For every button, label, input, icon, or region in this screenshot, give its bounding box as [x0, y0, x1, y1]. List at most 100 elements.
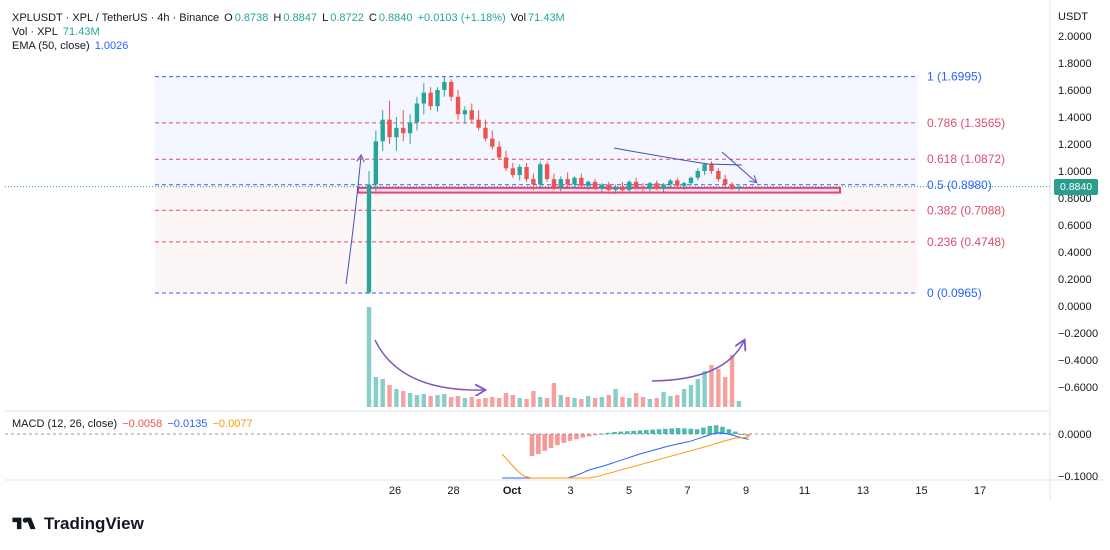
- downtrend-arrow: [721, 151, 756, 182]
- volume-bar: [469, 397, 474, 407]
- volume-bar: [394, 389, 399, 407]
- fib-band: [155, 241, 918, 293]
- macd-histogram-bar: [567, 434, 573, 441]
- y-axis-tick: 1.0000: [1058, 166, 1092, 178]
- candle: [702, 164, 707, 171]
- candle: [558, 179, 563, 188]
- candle: [455, 96, 461, 115]
- brand-name: TradingView: [44, 514, 144, 533]
- fib-band: [155, 122, 918, 160]
- candle: [688, 177, 694, 184]
- macd-axis-tick: 0.0000: [1058, 429, 1092, 441]
- tradingview-logo[interactable]: TradingView: [10, 514, 144, 534]
- macd-histogram-bar: [637, 430, 643, 434]
- macd-histogram-bar: [631, 430, 636, 434]
- volume-bar: [476, 399, 481, 407]
- macd-histogram-bar: [726, 429, 732, 434]
- x-axis-tick: 17: [974, 485, 986, 497]
- candle: [366, 184, 372, 293]
- candle: [524, 166, 529, 180]
- candle: [654, 183, 659, 189]
- currency-label[interactable]: USDT: [1058, 11, 1088, 23]
- volume-bar: [654, 398, 659, 407]
- candle: [510, 168, 516, 176]
- volume-bar: [633, 393, 639, 407]
- symbol-title: XPLUSDT · XPL / TetherUS · 4h · Binance: [12, 12, 220, 24]
- symbol-legend: XPLUSDT · XPL / TetherUS · 4h · Binance …: [12, 11, 567, 25]
- candle: [387, 119, 392, 138]
- volume-bar: [414, 395, 420, 407]
- macd-histogram-bar: [580, 434, 586, 438]
- candle: [394, 127, 399, 138]
- low-label: L: [322, 12, 329, 24]
- fib-label: 1 (1.6995): [927, 70, 982, 84]
- y-axis-tick: 0.2000: [1058, 274, 1092, 286]
- high-label: H: [273, 12, 282, 24]
- candle: [483, 127, 488, 139]
- volume-bar: [442, 394, 447, 407]
- volume-bar: [531, 391, 536, 407]
- volume-bar: [428, 396, 433, 407]
- y-axis-tick: 1.6000: [1058, 85, 1092, 97]
- ema-legend[interactable]: EMA (50, close) 1.0026: [12, 39, 130, 53]
- fib-label: 0.618 (1.0872): [927, 152, 1005, 166]
- macd-histogram-bar: [574, 434, 579, 440]
- macd-histogram-bar: [536, 434, 541, 454]
- fib-band: [155, 184, 918, 211]
- volume-bar: [496, 398, 502, 407]
- fib-label: 0.5 (0.8980): [927, 178, 992, 192]
- macd-legend-label: MACD (12, 26, close): [12, 418, 118, 430]
- macd-histogram-bar: [605, 432, 611, 434]
- macd-histogram-bar: [656, 429, 662, 434]
- y-axis-tick: −0.4000: [1058, 355, 1098, 367]
- candle: [517, 166, 522, 176]
- open-value: 0.8738: [234, 12, 269, 24]
- high-value: 0.8847: [283, 12, 318, 24]
- candle: [633, 181, 639, 188]
- y-axis-tick: −0.6000: [1058, 382, 1098, 394]
- candle: [407, 122, 413, 134]
- y-axis-tick: 2.0000: [1058, 31, 1092, 43]
- fib-label: 0.236 (0.4748): [927, 235, 1005, 249]
- macd-histogram-bar: [701, 427, 706, 434]
- macd-legend[interactable]: MACD (12, 26, close) −0.0058 −0.0135 −0.…: [12, 417, 255, 431]
- fib-label: 0 (0.0965): [927, 286, 982, 300]
- x-axis-tick: Oct: [503, 485, 522, 497]
- volume-bar: [401, 391, 406, 407]
- volume-bar: [661, 392, 666, 407]
- candle: [675, 180, 680, 186]
- volume-bar: [538, 397, 543, 407]
- volume-bar: [572, 398, 577, 407]
- macd-histogram-bar: [720, 426, 725, 434]
- volume-bar: [702, 371, 707, 407]
- candle: [668, 180, 673, 185]
- candle: [503, 157, 509, 169]
- candle: [401, 127, 406, 134]
- volume-bar: [524, 399, 529, 407]
- volume-bar: [736, 401, 742, 407]
- candle: [428, 92, 433, 107]
- volume-legend[interactable]: Vol · XPL 71.43M: [12, 25, 102, 39]
- candle: [565, 179, 570, 185]
- volume-bar: [407, 393, 413, 407]
- volume-bar: [503, 393, 509, 407]
- macd-histogram-bar: [593, 434, 598, 436]
- macd-histogram-bar: [618, 431, 624, 434]
- macd-line-value: −0.0135: [167, 418, 208, 430]
- volume-bar: [579, 399, 584, 407]
- x-axis-tick: 15: [915, 485, 927, 497]
- volume-bar: [510, 395, 516, 407]
- fib-band: [155, 159, 918, 185]
- macd-histogram-bar: [624, 431, 630, 434]
- volume-bar: [517, 398, 522, 407]
- fib-band: [155, 76, 918, 123]
- volume-bar: [599, 397, 605, 407]
- volume-bar: [709, 365, 714, 407]
- candle: [462, 110, 468, 115]
- support-zone: [357, 186, 841, 194]
- close-value: 0.8840: [378, 12, 413, 24]
- candle: [373, 141, 379, 185]
- volume-bar: [695, 379, 700, 407]
- x-axis-tick: 7: [684, 485, 690, 497]
